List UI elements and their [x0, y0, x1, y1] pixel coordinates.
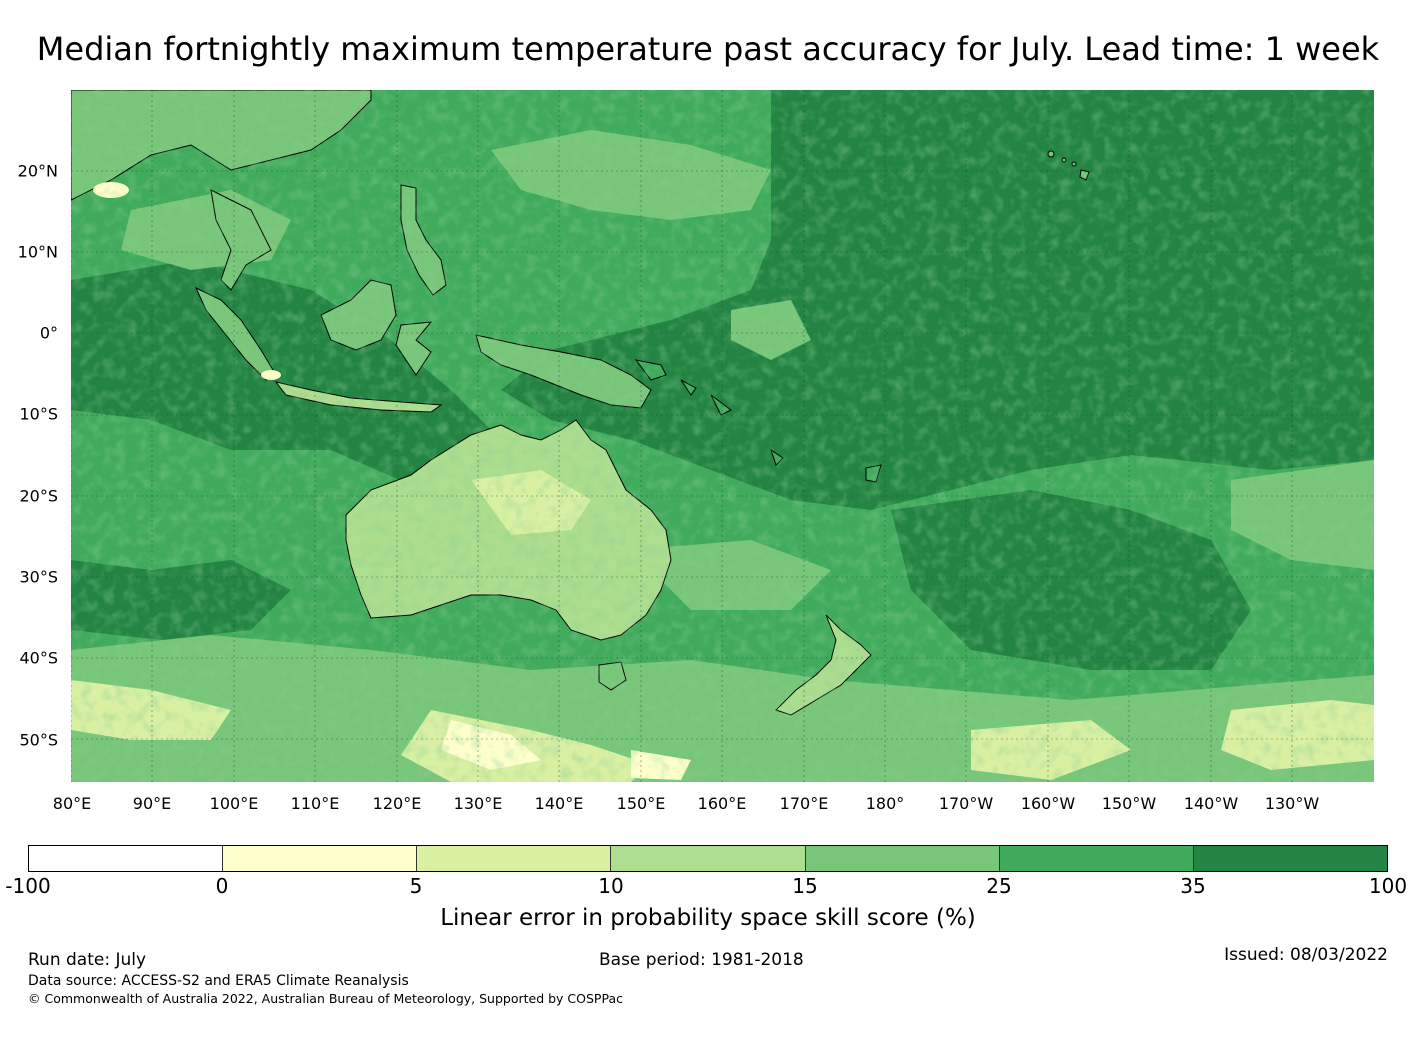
lon-label-180: 180° [865, 794, 905, 813]
lon-label-80e: 80°E [52, 794, 92, 813]
colorbar-tick: -100 [5, 874, 51, 898]
grid-texture [71, 90, 1374, 782]
lat-label-20s: 20°S [19, 486, 58, 506]
lat-label-40s: 40°S [19, 648, 58, 668]
run-date: Run date: July [28, 950, 147, 970]
colorbar [28, 845, 1388, 872]
lon-label-130w: 130°W [1264, 794, 1320, 813]
lat-label-20n: 20°N [17, 161, 58, 181]
lat-label-10s: 10°S [19, 404, 58, 424]
lon-label-100e: 100°E [209, 794, 259, 813]
base-period: Base period: 1981-2018 [599, 950, 804, 970]
data-source: Data source: ACCESS-S2 and ERA5 Climate … [28, 973, 409, 989]
colorbar-label: Linear error in probability space skill … [440, 905, 976, 931]
skill-score-map [71, 90, 1374, 782]
colorbar-segment [611, 846, 806, 871]
issued-date: Issued: 08/03/2022 [1224, 945, 1388, 965]
lat-label-50s: 50°S [19, 730, 58, 750]
lon-label-150w: 150°W [1101, 794, 1157, 813]
lat-label-30s: 30°S [19, 567, 58, 587]
lon-label-110e: 110°E [290, 794, 340, 813]
map-title: Median fortnightly maximum temperature p… [36, 30, 1380, 68]
colorbar-segment [417, 846, 612, 871]
lon-label-170w: 170°W [938, 794, 994, 813]
lat-label-0: 0° [39, 323, 58, 343]
colorbar-segment [999, 846, 1194, 871]
colorbar-tick: 0 [215, 874, 229, 898]
colorbar-tick: 100 [1368, 874, 1408, 898]
lon-label-170e: 170°E [779, 794, 829, 813]
colorbar-tick: 25 [986, 874, 1012, 898]
colorbar-segment [805, 846, 1000, 871]
lon-label-90e: 90°E [132, 794, 172, 813]
colorbar-tick: 35 [1180, 874, 1206, 898]
colorbar-segment [1193, 846, 1387, 871]
lon-label-160w: 160°W [1020, 794, 1076, 813]
lon-label-120e: 120°E [372, 794, 422, 813]
lat-label-10n: 10°N [17, 242, 58, 262]
colorbar-segment [29, 846, 224, 871]
lon-label-160e: 160°E [697, 794, 747, 813]
colorbar-tick: 10 [598, 874, 624, 898]
lon-label-130e: 130°E [453, 794, 503, 813]
lon-label-150e: 150°E [616, 794, 666, 813]
colorbar-segment [223, 846, 418, 871]
lon-label-140e: 140°E [534, 794, 584, 813]
copyright: © Commonwealth of Australia 2022, Austra… [28, 991, 623, 1006]
colorbar-tick: 15 [792, 874, 818, 898]
graticule [71, 90, 1374, 782]
colorbar-tick: 5 [409, 874, 423, 898]
lon-label-140w: 140°W [1183, 794, 1239, 813]
